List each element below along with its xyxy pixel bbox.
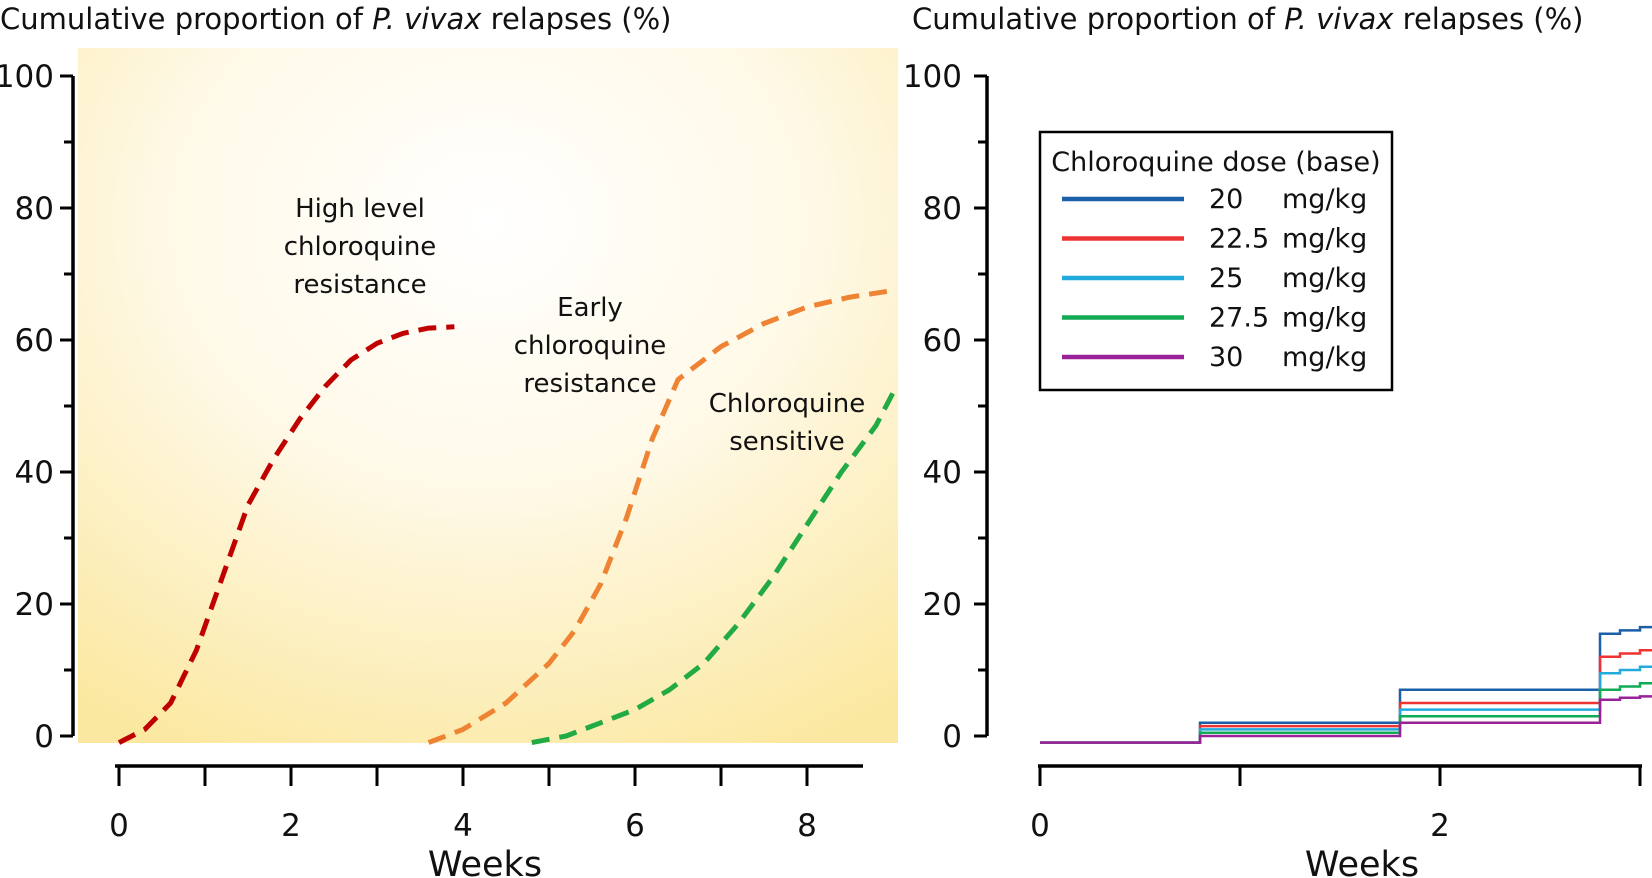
legend-box <box>1038 130 1394 392</box>
right-y-tick-label: 40 <box>923 455 962 491</box>
right-x-axis-label: Weeks <box>1305 845 1419 878</box>
left-series-line-2 <box>531 391 896 746</box>
series-annotation-0: chloroquine <box>284 232 437 262</box>
series-annotation-1: resistance <box>523 369 656 399</box>
series-annotation-0: High level <box>295 194 425 224</box>
series-annotation-1: Early <box>557 293 623 323</box>
left-x-tick-label: 4 <box>453 808 473 844</box>
left-y-tick-label: 100 <box>0 59 54 95</box>
left-y-tick-label: 80 <box>15 191 54 227</box>
left-x-axis-label: Weeks <box>428 845 542 878</box>
left-series-line-0 <box>117 324 455 745</box>
left-x-tick-label: 6 <box>625 808 645 844</box>
right-chart-title: Cumulative proportion of P. vivax relaps… <box>912 2 1583 36</box>
left-y-tick-label: 20 <box>15 587 54 623</box>
right-series-line-2 <box>1040 665 1652 744</box>
right-x-tick-label: 2 <box>1430 808 1450 844</box>
left-x-axis: 0 2 4 6 8 <box>109 764 863 844</box>
legend-unit-1: mg/kg <box>1282 224 1367 255</box>
legend-dose-2: 25 <box>1209 263 1243 294</box>
legend-dose-4: 30 <box>1209 342 1243 373</box>
left-x-tick-label: 0 <box>109 808 129 844</box>
right-y-axis: 0 20 40 60 80 100 <box>903 59 989 755</box>
right-y-tick-label: 100 <box>903 59 962 95</box>
left-series-group <box>117 288 896 746</box>
legend-unit-0: mg/kg <box>1282 184 1367 215</box>
left-annotations: High level chloroquine resistance Early chlo… <box>284 194 866 457</box>
left-x-tick-label: 8 <box>797 808 817 844</box>
right-y-tick-label: 60 <box>923 323 962 359</box>
series-annotation-2: sensitive <box>729 427 845 457</box>
right-chart: Cumulative proportion of P. vivax relaps… <box>903 2 1652 878</box>
left-y-tick-label: 0 <box>34 719 54 755</box>
left-chart: Cumulative proportion of P. vivax relaps… <box>0 2 898 878</box>
left-y-tick-label: 60 <box>15 323 54 359</box>
left-y-tick-label: 40 <box>15 455 54 491</box>
legend-dose-1: 22.5 <box>1209 224 1269 255</box>
left-y-axis: 0 20 40 60 80 100 <box>0 59 75 755</box>
left-chart-background <box>78 48 898 743</box>
right-x-tick-label: 0 <box>1030 808 1050 844</box>
series-annotation-1: chloroquine <box>514 331 667 361</box>
right-series-line-3 <box>1040 681 1652 744</box>
right-y-tick-label: 80 <box>923 191 962 227</box>
right-series-line-0 <box>1040 625 1652 744</box>
right-y-tick-label: 0 <box>942 719 962 755</box>
legend-unit-4: mg/kg <box>1282 342 1367 373</box>
right-series-group <box>1040 625 1652 744</box>
legend-title: Chloroquine dose (base) <box>1051 147 1380 178</box>
chart-legend: Chloroquine dose (base) 20 mg/kg 22.5 mg/kg… <box>1038 130 1394 392</box>
right-series-line-1 <box>1040 648 1652 744</box>
legend-unit-2: mg/kg <box>1282 263 1367 294</box>
legend-dose-3: 27.5 <box>1209 303 1269 334</box>
left-x-tick-label: 2 <box>281 808 301 844</box>
series-annotation-0: resistance <box>293 270 426 300</box>
right-y-tick-label: 20 <box>923 587 962 623</box>
left-chart-title: Cumulative proportion of P. vivax relaps… <box>0 2 671 36</box>
left-series-line-1 <box>427 288 894 745</box>
right-series-line-4 <box>1040 695 1652 744</box>
legend-unit-3: mg/kg <box>1282 303 1367 334</box>
legend-dose-0: 20 <box>1209 184 1243 215</box>
series-annotation-2: Chloroquine <box>709 389 865 419</box>
